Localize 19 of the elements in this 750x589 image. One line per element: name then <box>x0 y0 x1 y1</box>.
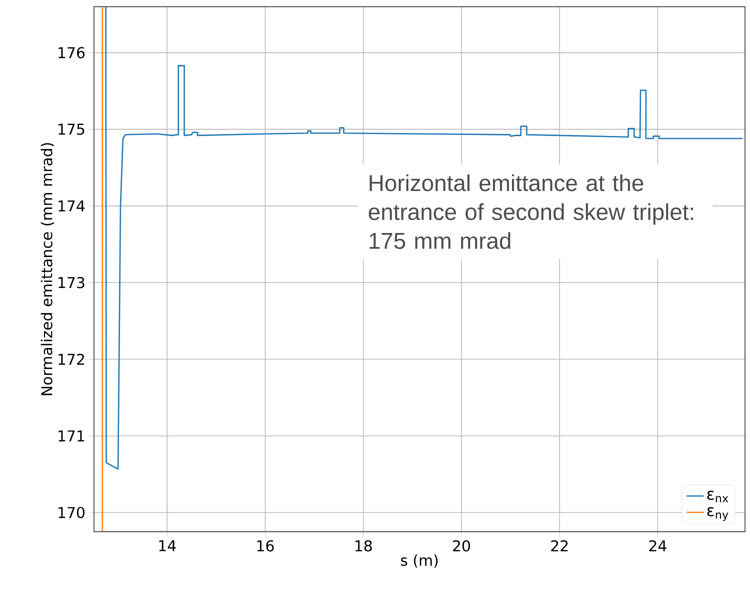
annotation: Horizontal emittance at the entrance of second skew triplet: 175 mm mrad <box>368 174 694 249</box>
x-tick-label: 24 <box>649 540 666 552</box>
x-tick-label: 14 <box>159 540 176 552</box>
x-tick-label: 16 <box>257 540 274 552</box>
x-axis-title: s (m) <box>400 554 438 568</box>
x-tick-label: 22 <box>551 540 568 552</box>
y-tick-label: 176 <box>58 47 85 58</box>
x-tick-label: 18 <box>355 540 372 552</box>
legend-label: ε$_{nx}$ <box>707 490 728 502</box>
y-tick-label: 175 <box>58 124 84 135</box>
line-series <box>105 6 744 470</box>
y-tick-label: 171 <box>58 430 84 442</box>
x-tick-label: 20 <box>453 540 470 552</box>
y-tick-label: 172 <box>58 354 84 365</box>
y-axis-title: Normalized emittance (mm mrad) <box>40 143 54 396</box>
legend-label: ε$_{ny}$ <box>707 507 728 522</box>
y-tick-label: 173 <box>58 276 84 288</box>
y-tick-label: 174 <box>58 200 85 212</box>
y-tick-label: 170 <box>58 506 84 518</box>
